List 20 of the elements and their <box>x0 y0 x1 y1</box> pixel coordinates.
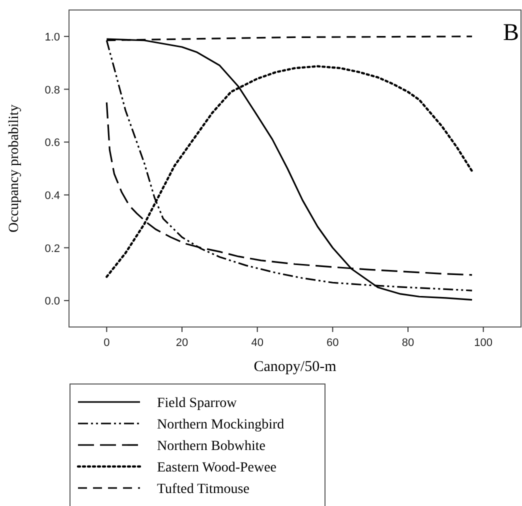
legend-label: Northern Bobwhite <box>157 439 266 454</box>
y-tick-label: 0.6 <box>44 137 60 150</box>
x-tick-label: 20 <box>176 337 188 349</box>
legend-label: Eastern Wood-Pewee <box>157 460 277 476</box>
x-axis-title: Canopy/50-m <box>254 359 337 375</box>
y-tick-label: 0.0 <box>44 296 60 308</box>
y-axis-title: Occupancy probability <box>7 104 22 232</box>
x-tick-label: 80 <box>402 337 414 349</box>
y-tick-label: 1.0 <box>44 31 60 44</box>
annotation: B <box>502 20 519 46</box>
y-tick-label: 0.2 <box>44 242 60 255</box>
y-tick-label: 0.8 <box>44 84 60 96</box>
x-tick-label: 0 <box>104 337 110 349</box>
y-tick-label: 0.4 <box>44 190 60 202</box>
x-tick-label: 60 <box>326 337 339 349</box>
legend-label: Tufted Titmouse <box>157 482 250 497</box>
legend-label: Field Sparrow <box>157 396 238 411</box>
x-tick-label: 100 <box>474 337 493 349</box>
legend-label: Northern Mockingbird <box>157 418 284 432</box>
x-tick-label: 40 <box>251 337 264 349</box>
